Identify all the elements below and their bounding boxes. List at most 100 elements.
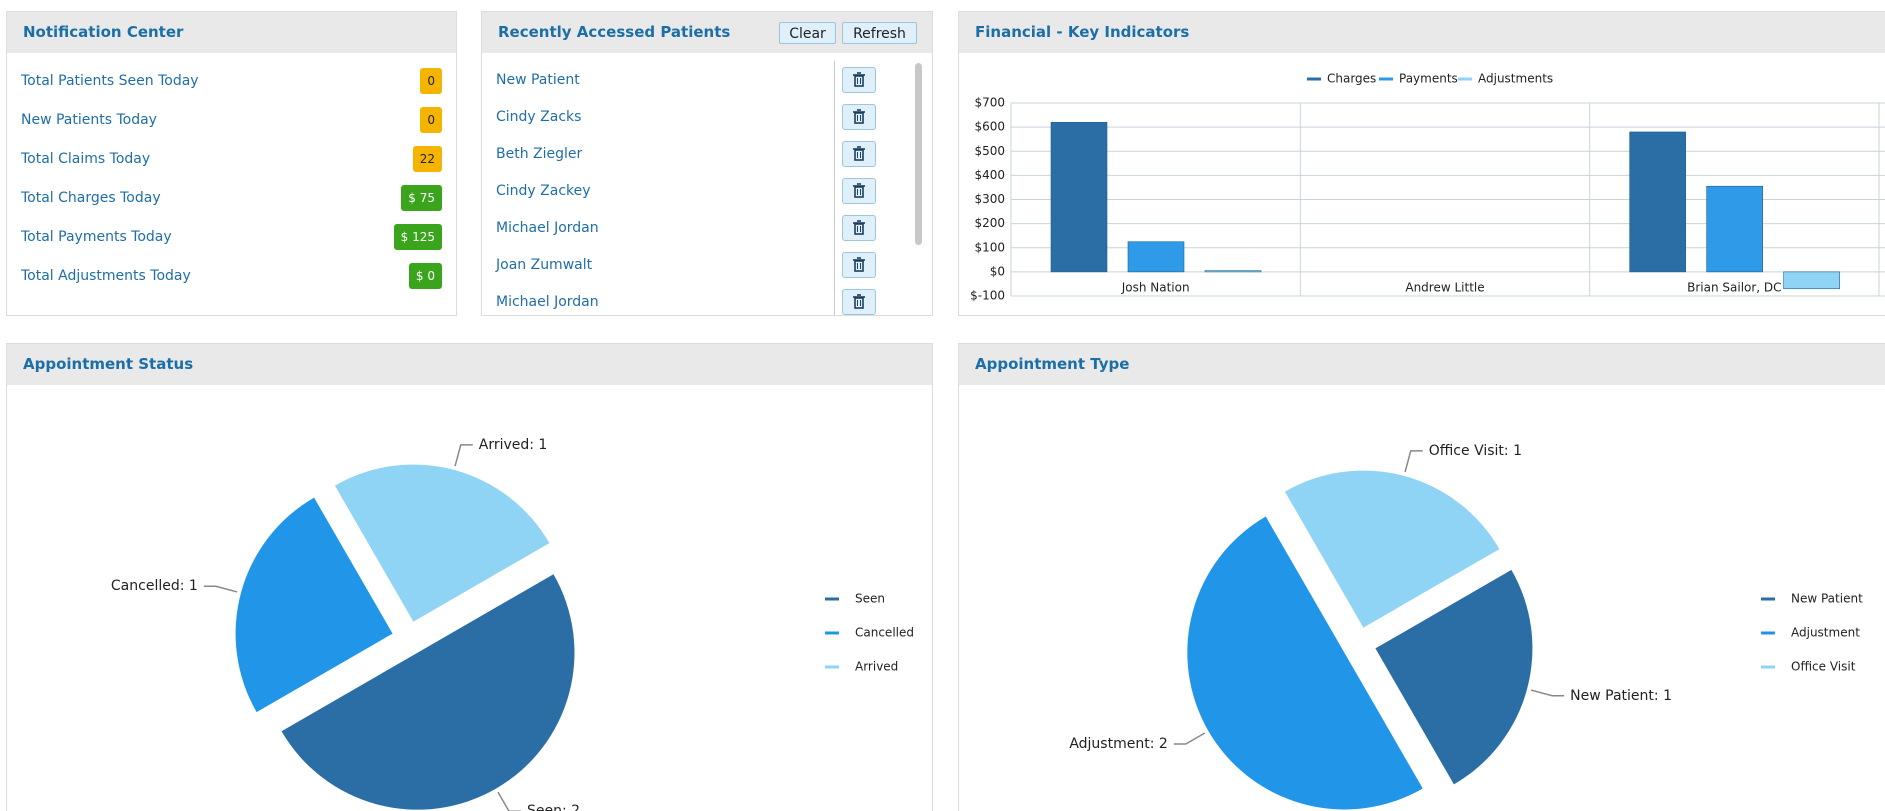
notification-label[interactable]: Total Payments Today bbox=[21, 229, 172, 245]
y-tick-label: $200 bbox=[974, 216, 1005, 230]
patient-link[interactable]: Cindy Zacks bbox=[496, 109, 582, 125]
recent-patients-panel: Recently Accessed Patients Clear Refresh… bbox=[481, 11, 933, 316]
trash-icon bbox=[853, 257, 865, 272]
trash-button[interactable] bbox=[842, 178, 876, 204]
legend-label: Cancelled bbox=[855, 626, 914, 640]
legend-label: Arrived bbox=[855, 660, 898, 674]
y-tick-label: $500 bbox=[974, 144, 1005, 158]
patient-link[interactable]: Joan Zumwalt bbox=[496, 257, 593, 273]
patient-link[interactable]: Beth Ziegler bbox=[496, 146, 583, 162]
panel-title: Appointment Type bbox=[975, 355, 1130, 373]
legend-label: New Patient bbox=[1791, 592, 1863, 606]
pie-slice bbox=[281, 574, 575, 810]
pie-slice bbox=[1284, 470, 1500, 628]
pie-slice bbox=[235, 497, 393, 713]
trash-icon bbox=[853, 109, 865, 124]
patient-link[interactable]: Michael Jordan bbox=[496, 294, 599, 310]
notification-badge: $ 125 bbox=[393, 224, 442, 250]
separator bbox=[834, 61, 835, 315]
legend-label: Office Visit bbox=[1791, 660, 1856, 674]
notification-label[interactable]: New Patients Today bbox=[21, 112, 157, 128]
panel-header: Notification Center bbox=[7, 12, 456, 53]
panel-title: Recently Accessed Patients bbox=[498, 23, 731, 41]
notification-badge: $ 0 bbox=[408, 263, 442, 289]
slice-label: New Patient: 1 bbox=[1570, 688, 1672, 704]
patient-link[interactable]: Cindy Zackey bbox=[496, 183, 591, 199]
legend-label: Adjustment bbox=[1791, 626, 1860, 640]
pie-slice bbox=[1187, 516, 1423, 810]
appointment-status-panel: Appointment Status Seen: 2 Cancelled: 1 Ar… bbox=[6, 343, 933, 811]
notification-panel: Notification Center Total Patients Seen … bbox=[6, 11, 457, 316]
notification-label[interactable]: Total Adjustments Today bbox=[21, 268, 191, 284]
patient-list: New Patient Cindy Zacks Beth Ziegler Cindy … bbox=[482, 53, 932, 315]
pie-slice bbox=[1375, 569, 1533, 785]
bar-chart: $-100 $0 $100 $200 $300 $400 $500 $600 $700 Josh … bbox=[970, 72, 1885, 303]
notification-label[interactable]: Total Claims Today bbox=[21, 151, 151, 167]
label-leader bbox=[1173, 732, 1206, 745]
y-tick-label: $700 bbox=[974, 96, 1005, 110]
financial-panel: Financial - Key Indicators $-100 $0 $100 $2… bbox=[958, 11, 1885, 316]
notification-label[interactable]: Total Patients Seen Today bbox=[21, 73, 199, 89]
trash-button[interactable] bbox=[842, 67, 876, 93]
notification-badge: 0 bbox=[420, 107, 442, 133]
y-tick-label: $-100 bbox=[970, 289, 1005, 303]
trash-icon bbox=[853, 146, 865, 161]
notification-label[interactable]: Total Charges Today bbox=[21, 190, 161, 206]
trash-button[interactable] bbox=[842, 289, 876, 315]
label-leader bbox=[454, 444, 473, 467]
bar bbox=[1629, 131, 1686, 273]
label-leader bbox=[203, 585, 238, 593]
label-leader bbox=[497, 791, 521, 811]
x-tick-label: Andrew Little bbox=[1405, 280, 1484, 294]
panel-title: Notification Center bbox=[23, 23, 184, 41]
legend-label: Charges bbox=[1327, 72, 1376, 86]
bar bbox=[1706, 185, 1763, 273]
panel-header: Financial - Key Indicators bbox=[959, 12, 1885, 53]
slice-label: Seen: 2 bbox=[527, 803, 580, 811]
x-tick-label: Josh Nation bbox=[1121, 280, 1190, 294]
slice-label: Office Visit: 1 bbox=[1429, 443, 1522, 459]
panel-header: Appointment Type bbox=[959, 344, 1885, 385]
clear-button[interactable]: Clear bbox=[779, 22, 836, 44]
label-leader bbox=[1530, 689, 1565, 697]
pie-chart: New Patient: 1 Adjustment: 2 Office Visit:… bbox=[1069, 443, 1863, 810]
label-leader bbox=[1404, 450, 1423, 473]
panel-title: Appointment Status bbox=[23, 355, 194, 373]
bar bbox=[1204, 270, 1262, 273]
legend-label: Payments bbox=[1399, 72, 1458, 86]
notification-badge: 0 bbox=[420, 68, 442, 94]
pie-chart: Seen: 2 Cancelled: 1 Arrived: 1 Seen Cancell… bbox=[111, 437, 914, 811]
y-tick-label: $0 bbox=[990, 264, 1005, 278]
patient-link[interactable]: Michael Jordan bbox=[496, 220, 599, 236]
appointment-type-panel: Appointment Type New Patient: 1 Adjustmen… bbox=[958, 343, 1885, 811]
trash-icon bbox=[853, 294, 865, 309]
y-tick-label: $100 bbox=[974, 240, 1005, 254]
y-tick-label: $600 bbox=[974, 120, 1005, 134]
legend-label: Adjustments bbox=[1478, 72, 1553, 86]
legend-label: Seen bbox=[855, 592, 885, 606]
bar bbox=[1127, 241, 1185, 273]
notification-list: Total Patients Seen Today 0 New Patients T… bbox=[7, 53, 456, 313]
trash-button[interactable] bbox=[842, 252, 876, 278]
notification-badge: 22 bbox=[412, 146, 442, 172]
refresh-button[interactable]: Refresh bbox=[842, 22, 917, 44]
x-tick-label: Brian Sailor, DC bbox=[1687, 280, 1781, 294]
trash-icon bbox=[853, 72, 865, 87]
y-tick-label: $400 bbox=[974, 168, 1005, 182]
slice-label: Cancelled: 1 bbox=[111, 578, 198, 594]
trash-button[interactable] bbox=[842, 215, 876, 241]
bar bbox=[1050, 122, 1108, 273]
slice-label: Adjustment: 2 bbox=[1069, 736, 1167, 752]
pie-slice bbox=[334, 464, 550, 622]
patient-link[interactable]: New Patient bbox=[496, 72, 580, 88]
panel-header: Appointment Status bbox=[7, 344, 932, 385]
trash-icon bbox=[853, 183, 865, 198]
trash-button[interactable] bbox=[842, 104, 876, 130]
trash-icon bbox=[853, 220, 865, 235]
y-tick-label: $300 bbox=[974, 192, 1005, 206]
trash-button[interactable] bbox=[842, 141, 876, 167]
scrollbar[interactable] bbox=[915, 63, 922, 245]
bar bbox=[1783, 271, 1840, 290]
panel-title: Financial - Key Indicators bbox=[975, 23, 1190, 41]
